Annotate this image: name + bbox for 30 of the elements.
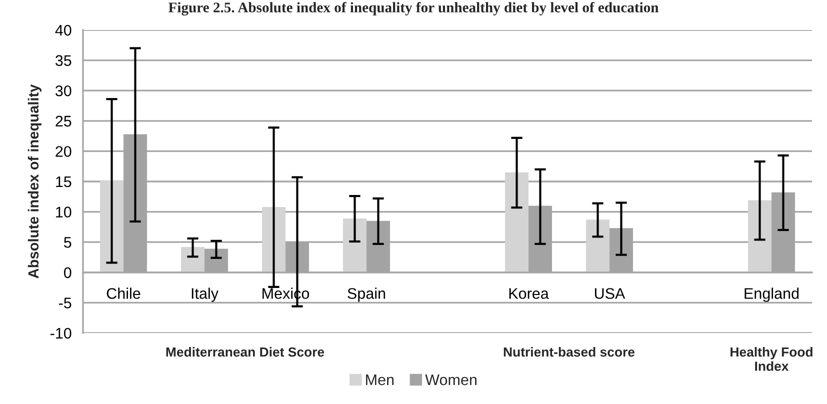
y-tick-label: 35	[55, 55, 72, 66]
chart-title: Figure 2.5. Absolute index of inequality for unhealthy diet by level of education	[168, 2, 659, 16]
x-tick-label: Spain	[348, 288, 386, 302]
bar	[505, 172, 528, 272]
text: Nutrient-based score	[504, 347, 635, 357]
bar	[181, 246, 204, 272]
y-tick-label: 30	[55, 85, 72, 96]
x-tick-label: USA	[594, 288, 626, 299]
x-tick-label: Italy	[192, 288, 218, 302]
text: Mediterranean Diet Score	[166, 347, 324, 357]
legend-label: Women	[425, 374, 476, 386]
y-tick-label: 20	[56, 146, 72, 157]
x-tick-label: Korea	[509, 288, 549, 299]
y-tick-label: 10	[56, 206, 72, 218]
y-axis-title: Absolute index of inequality	[28, 84, 42, 278]
bar	[586, 220, 610, 272]
text: Healthy Food Index	[730, 347, 812, 371]
y-tick-label: 15	[56, 176, 72, 188]
y-tick-label: -5	[58, 298, 72, 308]
y-tick-label: 0	[64, 267, 72, 278]
bar	[343, 218, 366, 272]
bar	[748, 200, 772, 272]
bar	[100, 180, 124, 272]
x-tick-label: Chile	[106, 288, 140, 299]
y-tick-label: 25	[56, 116, 72, 127]
legend-label: Men	[366, 374, 394, 386]
x-tick-label: England	[744, 288, 799, 302]
y-tick-label: 5	[64, 237, 72, 248]
y-tick-label: 40	[55, 24, 72, 36]
y-tick-label: -10	[50, 328, 72, 339]
